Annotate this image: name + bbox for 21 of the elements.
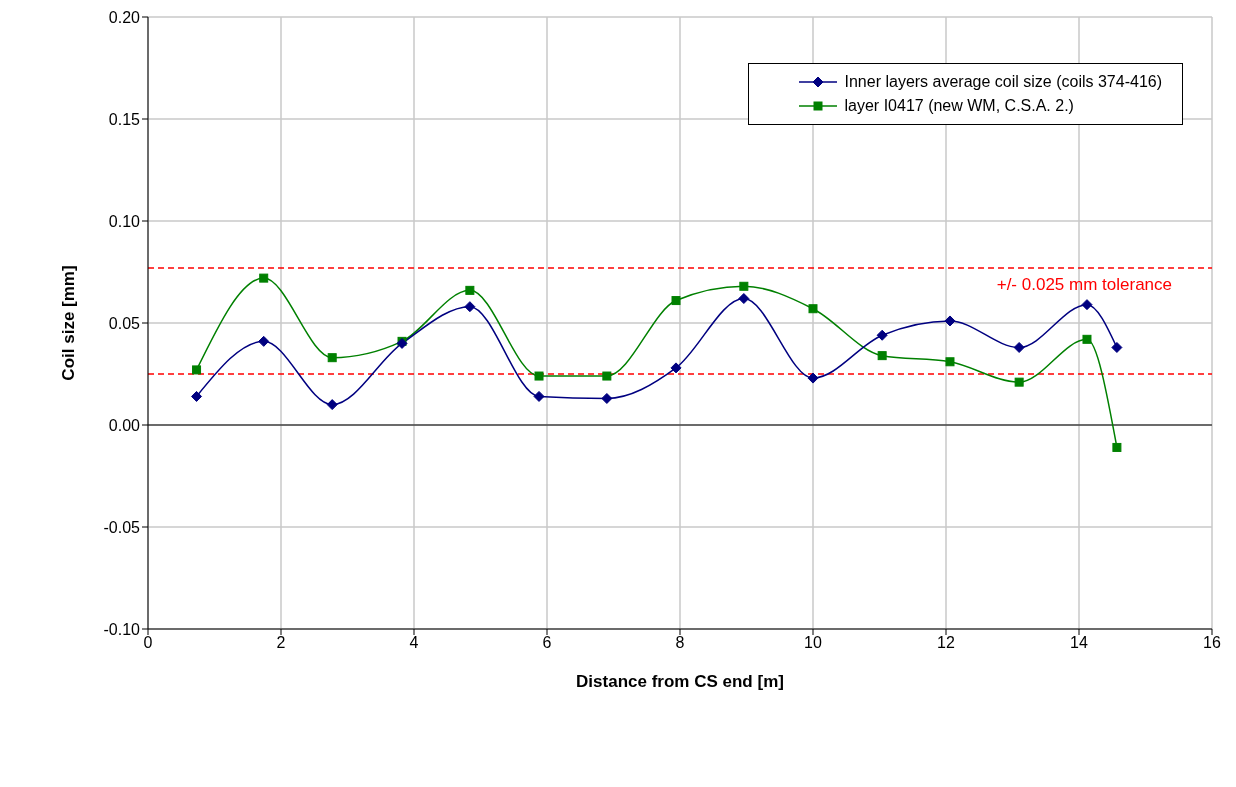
x-tick-label: 0 [143, 634, 153, 652]
y-axis-title: Coil size [mm] [59, 265, 79, 381]
x-tick-label: 4 [409, 634, 419, 652]
legend-label: Inner layers average coil size (coils 374-416) [844, 73, 1162, 91]
x-tick-label: 12 [937, 634, 955, 652]
x-tick-label: 2 [276, 634, 286, 652]
y-tick-label: 0.05 [108, 314, 141, 332]
x-tick-label: 10 [804, 634, 822, 652]
x-tick-label: 16 [1203, 634, 1221, 652]
legend-label: layer I0417 (new WM, C.S.A. 2.) [844, 97, 1074, 115]
x-tick-label: 8 [675, 634, 685, 652]
y-tick-label: 0.15 [108, 110, 141, 128]
y-tick-label: -0.10 [103, 620, 141, 638]
x-axis-title: Distance from CS end [m] [576, 672, 784, 691]
y-tick-label: 0.00 [108, 416, 141, 434]
y-tick-label: -0.05 [103, 518, 141, 536]
ref-line-label: +/- 0.025 mm tolerance [996, 274, 1172, 294]
y-tick-label: 0.10 [108, 212, 141, 230]
y-tick-label: 0.20 [108, 8, 141, 26]
x-tick-label: 14 [1070, 634, 1088, 652]
x-tick-label: 6 [542, 634, 552, 652]
